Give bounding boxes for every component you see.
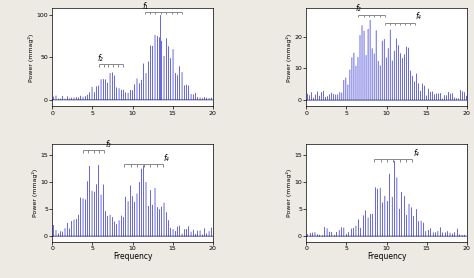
Text: f₂: f₂ xyxy=(356,4,362,14)
Y-axis label: Power (mmag²): Power (mmag²) xyxy=(286,33,292,81)
Y-axis label: Power (mmag²): Power (mmag²) xyxy=(28,33,34,81)
Text: f₄: f₄ xyxy=(413,149,419,158)
Text: f₃: f₃ xyxy=(105,140,111,149)
X-axis label: Frequency: Frequency xyxy=(367,252,406,261)
Y-axis label: Power (mmag²): Power (mmag²) xyxy=(32,169,38,217)
Y-axis label: Power (mmag²): Power (mmag²) xyxy=(286,169,292,217)
X-axis label: Frequency: Frequency xyxy=(113,252,152,261)
Text: f₁: f₁ xyxy=(143,2,148,11)
Text: f₄: f₄ xyxy=(164,154,170,163)
Text: f₄: f₄ xyxy=(415,13,421,21)
Text: f₂: f₂ xyxy=(97,54,103,63)
